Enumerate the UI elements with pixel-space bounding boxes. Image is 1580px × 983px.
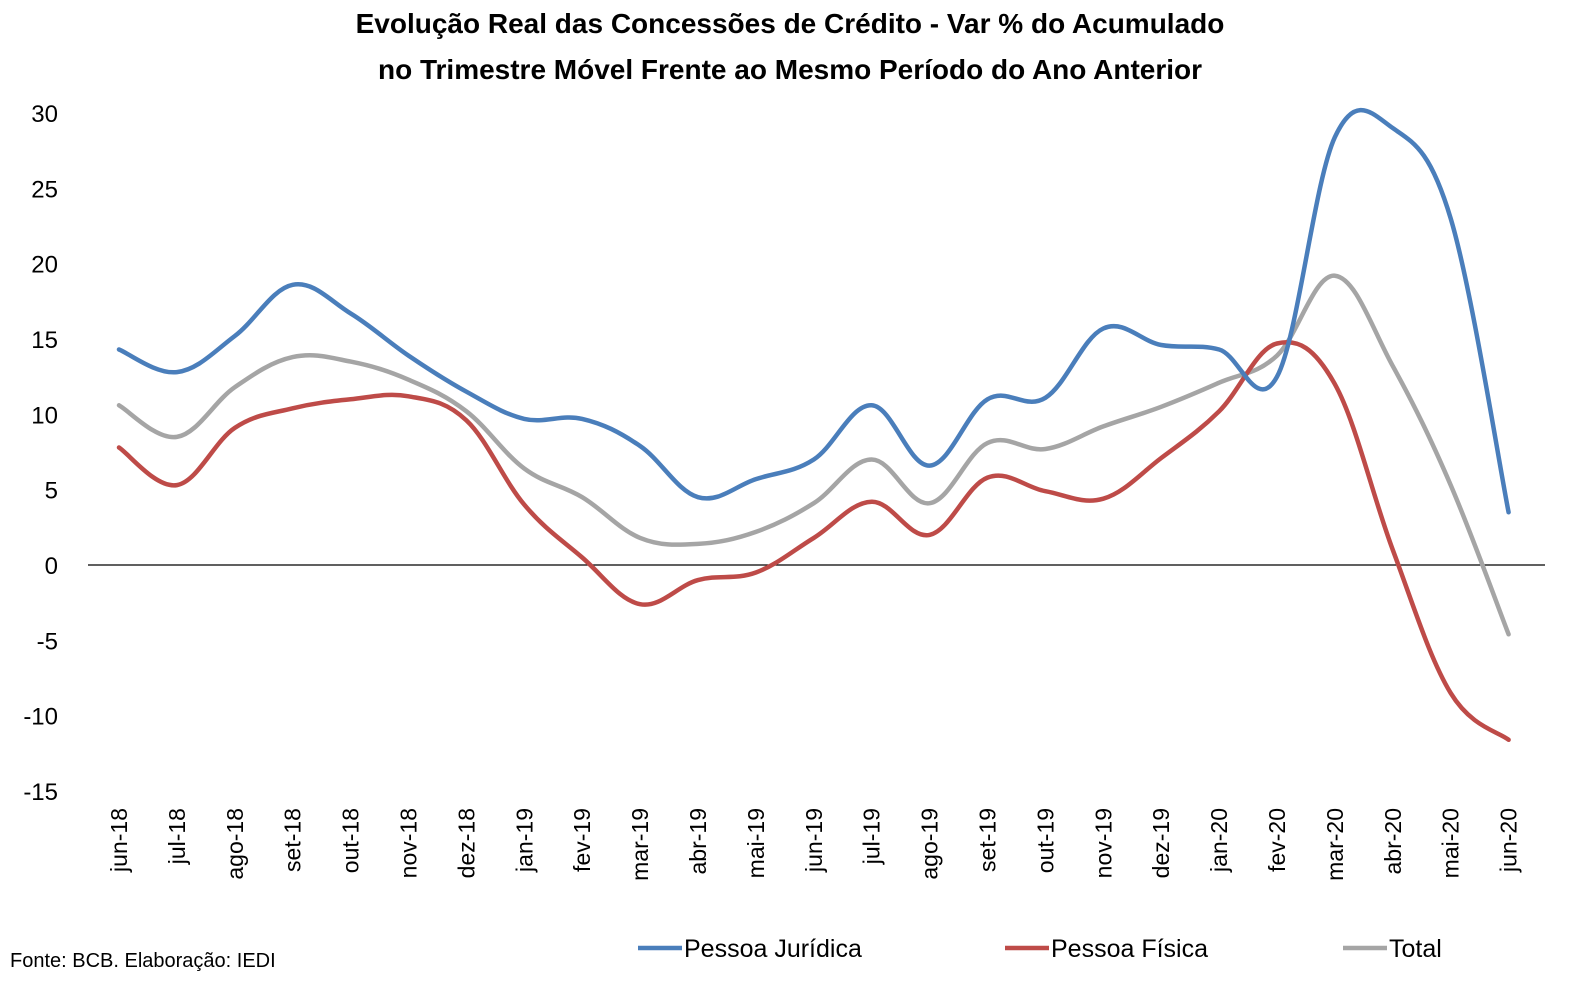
- legend: Pessoa Jurídica Pessoa Física Total: [638, 935, 1442, 963]
- x-tick-label: abr-20: [1380, 808, 1406, 874]
- x-tick-label: dez-18: [453, 808, 479, 878]
- x-tick-label: mar-19: [627, 808, 653, 881]
- x-tick-label: mai-19: [743, 808, 769, 878]
- y-tick-label: -15: [23, 779, 58, 806]
- chart-title-line-2: no Trimestre Móvel Frente ao Mesmo Perío…: [377, 54, 1203, 85]
- y-tick-label: 5: [45, 478, 58, 505]
- x-tick-label: set-18: [280, 808, 306, 872]
- x-tick-label: nov-19: [1090, 808, 1116, 878]
- series-line-pessoa-juridica: [116, 107, 1511, 515]
- y-tick-label: 15: [31, 327, 58, 354]
- y-tick-label: -10: [23, 704, 58, 731]
- x-tick-label: abr-19: [685, 808, 711, 874]
- y-tick-label: 25: [31, 176, 58, 203]
- x-tick-label: jun-18: [106, 808, 132, 873]
- x-tick-label: set-19: [975, 808, 1001, 872]
- x-tick-label: jul-19: [859, 808, 885, 865]
- x-tick-label: out-18: [338, 808, 364, 873]
- x-tick-label: jan-19: [511, 808, 537, 873]
- y-tick-label: -5: [37, 628, 58, 655]
- x-axis: jun-18 jul-18 ago-18 set-18 out-18 nov-18 dez-…: [88, 564, 1545, 881]
- x-tick-label: ago-18: [222, 808, 248, 880]
- series-lines: [116, 107, 1511, 743]
- series-line-total: [116, 273, 1511, 637]
- chart-title-line-1: Evolução Real das Concessões de Crédito …: [355, 8, 1225, 39]
- y-tick-label: 20: [31, 252, 58, 279]
- y-tick-label: 30: [31, 101, 58, 128]
- legend-label-pessoa-juridica: Pessoa Jurídica: [684, 935, 862, 963]
- x-tick-label: mar-20: [1322, 808, 1348, 881]
- source-note: Fonte: BCB. Elaboração: IEDI: [10, 950, 276, 972]
- x-tick-label: mai-20: [1438, 808, 1464, 878]
- x-tick-label: jun-19: [801, 808, 827, 873]
- x-tick-label: jun-20: [1496, 808, 1522, 873]
- x-tick-label: fev-20: [1264, 808, 1290, 872]
- legend-label-pessoa-fisica: Pessoa Física: [1051, 935, 1208, 963]
- x-tick-label: dez-19: [1148, 808, 1174, 878]
- legend-label-total: Total: [1389, 935, 1442, 963]
- x-tick-label: out-19: [1032, 808, 1058, 873]
- x-tick-label: jan-20: [1206, 808, 1232, 873]
- x-tick-label: nov-18: [396, 808, 422, 878]
- y-tick-label: 0: [45, 553, 58, 580]
- x-tick-label: ago-19: [917, 808, 943, 880]
- y-tick-label: 10: [31, 402, 58, 429]
- series-line-pessoa-fisica: [116, 340, 1511, 743]
- x-tick-label: jul-18: [164, 808, 190, 865]
- x-tick-label: fev-19: [569, 808, 595, 872]
- y-axis: 30 25 20 15 10 5 0 -5 -10 -15: [23, 101, 58, 806]
